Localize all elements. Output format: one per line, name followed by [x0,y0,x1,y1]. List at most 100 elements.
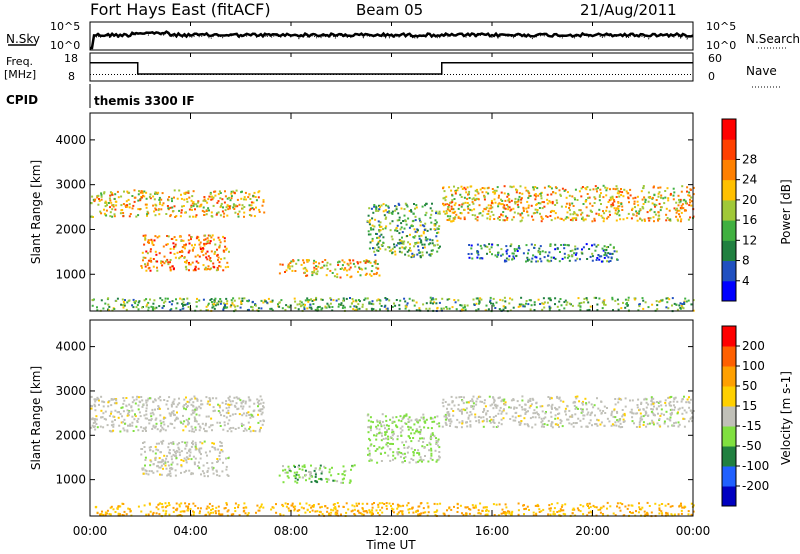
scatter-point [664,404,667,407]
scatter-point [144,464,146,467]
scatter-point [547,513,550,516]
scatter-point [148,397,151,400]
scatter-point [159,395,162,398]
scatter-point [612,512,615,515]
scatter-point [242,424,245,427]
scatter-point [199,441,202,444]
scatter-point [379,420,382,423]
scatter-point [351,302,353,305]
scatter-point [559,298,562,300]
scatter-point [656,304,659,307]
scatter-point [460,205,463,208]
scatter-point [406,446,409,449]
scatter-point [262,406,265,409]
scatter-point [527,401,530,403]
scatter-point [586,298,589,301]
scatter-point [378,446,381,449]
scatter-point [456,507,459,509]
scatter-point [367,419,370,422]
scatter-point [412,437,415,439]
scatter-point [337,473,340,475]
scatter-point [230,513,233,516]
scatter-point [410,225,413,228]
scatter-point [396,451,399,454]
scatter-point [368,437,371,440]
scatter-point [554,257,557,260]
scatter-point [371,239,374,242]
scatter-point [218,244,221,247]
scatter-point [294,300,297,303]
scatter-point [551,209,554,212]
scatter-point [537,298,540,301]
scatter-point [155,306,158,309]
scatter-point [167,261,170,264]
scatter-point [436,423,439,425]
scatter-point [228,398,231,401]
scatter-point [140,265,143,267]
scatter-point [369,241,372,244]
scatter-point [195,413,198,416]
scatter-point [467,416,470,419]
scatter-point [457,408,460,411]
scatter-point [209,299,212,301]
scatter-point [477,198,480,201]
scatter-point [568,209,571,212]
scatter-point [114,511,117,513]
scatter-point [144,417,147,420]
scatter-point [513,211,516,214]
scatter-point [262,405,264,408]
scatter-point [343,268,346,271]
scatter-point [110,201,113,204]
scatter-point [163,399,166,401]
scatter-point [169,475,172,478]
scatter-point [589,510,592,513]
scatter-point [490,210,493,213]
scatter-point [219,445,222,447]
scatter-point [255,199,258,202]
scatter-point [414,418,417,421]
scatter-point [448,307,451,310]
scatter-point [652,402,655,405]
noise-sky-label: N.Sky [6,32,40,46]
scatter-point [146,214,148,217]
scatter-point [284,471,287,474]
scatter-point [115,399,118,402]
scatter-point [457,216,460,219]
scatter-point [660,194,663,197]
scatter-point [521,399,524,402]
scatter-point [324,467,327,469]
scatter-point [187,505,190,508]
scatter-point [645,401,648,404]
scatter-point [271,309,274,312]
scatter-point [414,230,417,233]
scatter-point [658,509,661,512]
scatter-point [652,423,655,426]
scatter-point [391,305,394,308]
scatter-point [484,245,487,248]
scatter-point [506,216,509,219]
scatter-point [390,507,393,510]
scatter-point [210,195,213,198]
scatter-point [484,208,487,211]
scatter-point [565,205,567,208]
scatter-point [159,414,162,417]
scatter-point [673,302,676,305]
scatter-point [649,217,652,220]
scatter-point [571,195,574,198]
scatter-point [554,248,557,251]
scatter-point [655,407,658,410]
scatter-point [457,187,460,189]
scatter-point [565,303,568,306]
scatter-point [627,504,630,507]
scatter-point [438,455,440,458]
scatter-point [179,514,182,516]
scatter-point [325,274,328,277]
scatter-point [352,300,355,303]
scatter-point [168,196,171,198]
scatter-point [534,208,537,211]
scatter-point [472,197,475,200]
scatter-point [171,200,173,203]
scatter-point [617,420,620,423]
scatter-point [349,479,352,482]
